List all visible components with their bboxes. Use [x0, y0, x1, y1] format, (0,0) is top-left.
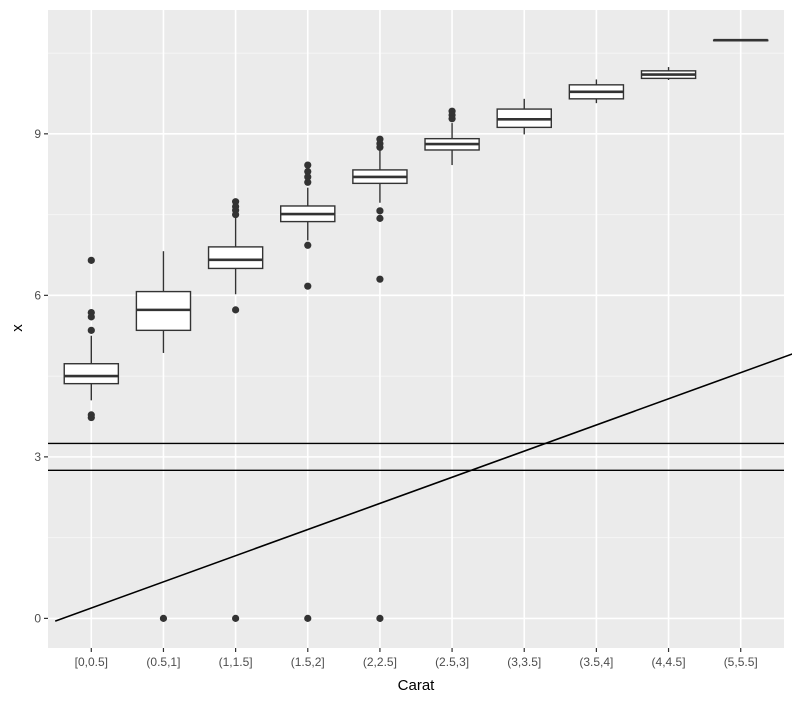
outlier-point — [232, 306, 240, 314]
outlier-point — [376, 143, 384, 151]
outlier-point — [448, 115, 456, 123]
outlier-point — [232, 614, 240, 622]
x-tick-label: (5,5.5] — [724, 655, 758, 669]
y-tick-label: 9 — [34, 127, 41, 141]
outlier-point — [304, 178, 312, 186]
box-group — [424, 107, 480, 166]
box-group — [352, 135, 408, 622]
outlier-point — [376, 614, 384, 622]
x-tick-label: (1,1.5] — [219, 655, 253, 669]
reference-lines — [48, 353, 792, 622]
outlier-point — [87, 256, 95, 264]
outlier-point — [304, 282, 312, 290]
box-group — [712, 38, 769, 42]
outlier-point — [304, 241, 312, 249]
diagonal-reference-line — [54, 353, 792, 622]
box-body — [207, 246, 264, 270]
box-group — [496, 98, 552, 135]
box-group — [63, 256, 120, 422]
outlier-point — [159, 614, 168, 622]
box-group — [568, 79, 625, 104]
outlier-point — [304, 614, 312, 622]
box-body — [63, 363, 120, 385]
x-tick-label: (4,4.5] — [652, 655, 686, 669]
minor-gridlines — [48, 52, 784, 539]
y-tick-label: 0 — [34, 611, 41, 625]
x-tick-label: (3.5,4] — [579, 655, 613, 669]
y-tick-label: 3 — [34, 450, 41, 464]
outlier-point — [232, 210, 240, 219]
outlier-point — [304, 173, 312, 181]
outlier-point — [304, 167, 312, 176]
x-tick-label: (0.5,1] — [146, 655, 180, 669]
x-tick-label: (2.5,3] — [435, 655, 469, 669]
x-axis: [0,0.5] (0.5,1] (1,1.5] (1.5,2] (2,2.5] (2.5,… — [75, 648, 758, 669]
box-group — [207, 198, 264, 622]
outlier-point — [376, 275, 384, 283]
outlier-point — [87, 326, 95, 334]
y-axis: 0 3 6 9 — [34, 127, 48, 625]
box-group — [640, 67, 697, 80]
x-tick-label: (1.5,2] — [291, 655, 325, 669]
x-axis-title: Carat — [398, 677, 436, 694]
x-tick-label: [0,0.5] — [75, 655, 108, 669]
x-tick-label: (2,2.5] — [363, 655, 397, 669]
outlier-point — [376, 214, 384, 222]
y-tick-label: 6 — [34, 288, 41, 302]
box-group — [135, 251, 192, 622]
box-group — [280, 161, 336, 622]
outlier-point — [87, 313, 95, 321]
box-marks — [63, 38, 769, 622]
outlier-point — [87, 413, 95, 422]
y-axis-title: x — [9, 324, 26, 332]
x-tick-label: (3,3.5] — [507, 655, 541, 669]
outlier-point — [304, 161, 312, 169]
outlier-point — [376, 207, 384, 215]
